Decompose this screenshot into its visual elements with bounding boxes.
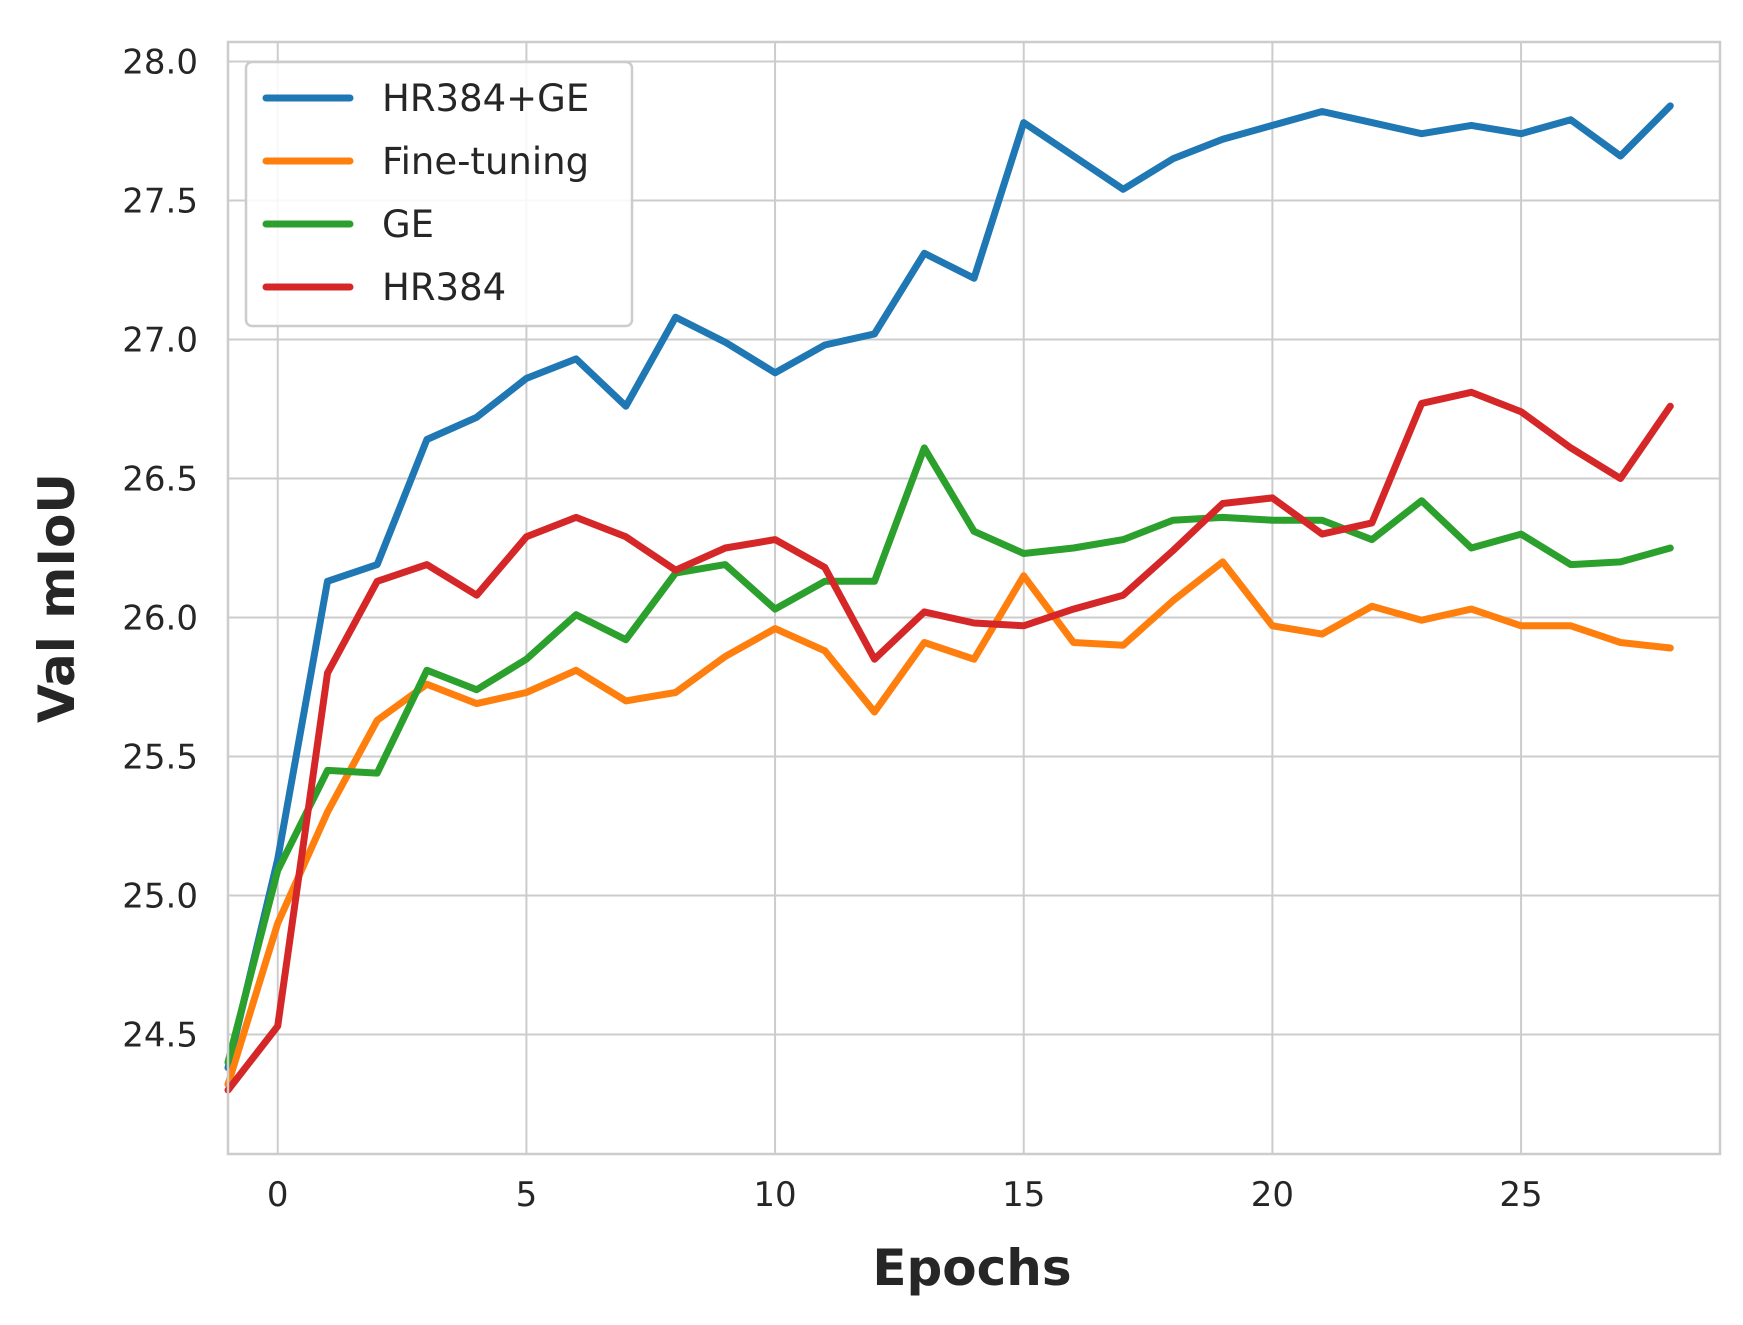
y-tick-label: 25.0	[122, 876, 198, 916]
y-tick-label: 27.5	[122, 181, 198, 221]
series-lines	[224, 102, 1674, 1094]
legend-label: HR384+GE	[382, 77, 589, 120]
x-tick-label: 5	[516, 1175, 538, 1215]
y-tick-label: 24.5	[122, 1015, 198, 1055]
x-tick-labels: 0 5 10 15 20 25	[267, 1175, 1543, 1215]
y-tick-label: 25.5	[122, 737, 198, 777]
legend-label: GE	[382, 203, 434, 246]
y-tick-labels: 24.5 25.0 25.5 26.0 26.5 27.0 27.5 28.0	[122, 42, 198, 1055]
series-line	[224, 102, 1674, 1072]
y-tick-label: 27.0	[122, 320, 198, 360]
x-tick-label: 10	[753, 1175, 796, 1215]
plot-frame	[226, 40, 1722, 1156]
y-axis-title: Val mIoU	[28, 473, 86, 723]
y-tick-label: 26.0	[122, 598, 198, 638]
series-line	[224, 388, 1674, 1094]
legend: HR384+GE Fine-tuning GE HR384	[244, 60, 634, 328]
x-tick-label: 15	[1002, 1175, 1045, 1215]
y-tick-label: 26.5	[122, 459, 198, 499]
x-axis-title: Epochs	[872, 1239, 1071, 1297]
series-line	[224, 558, 1674, 1088]
x-tick-label: 25	[1499, 1175, 1542, 1215]
x-tick-label: 20	[1251, 1175, 1294, 1215]
legend-label: HR384	[382, 266, 506, 309]
legend-label: Fine-tuning	[382, 140, 589, 183]
x-tick-label: 0	[267, 1175, 289, 1215]
grid	[228, 42, 1720, 1154]
series-line	[224, 444, 1674, 1066]
y-tick-label: 28.0	[122, 42, 198, 82]
legend-box	[244, 60, 634, 328]
